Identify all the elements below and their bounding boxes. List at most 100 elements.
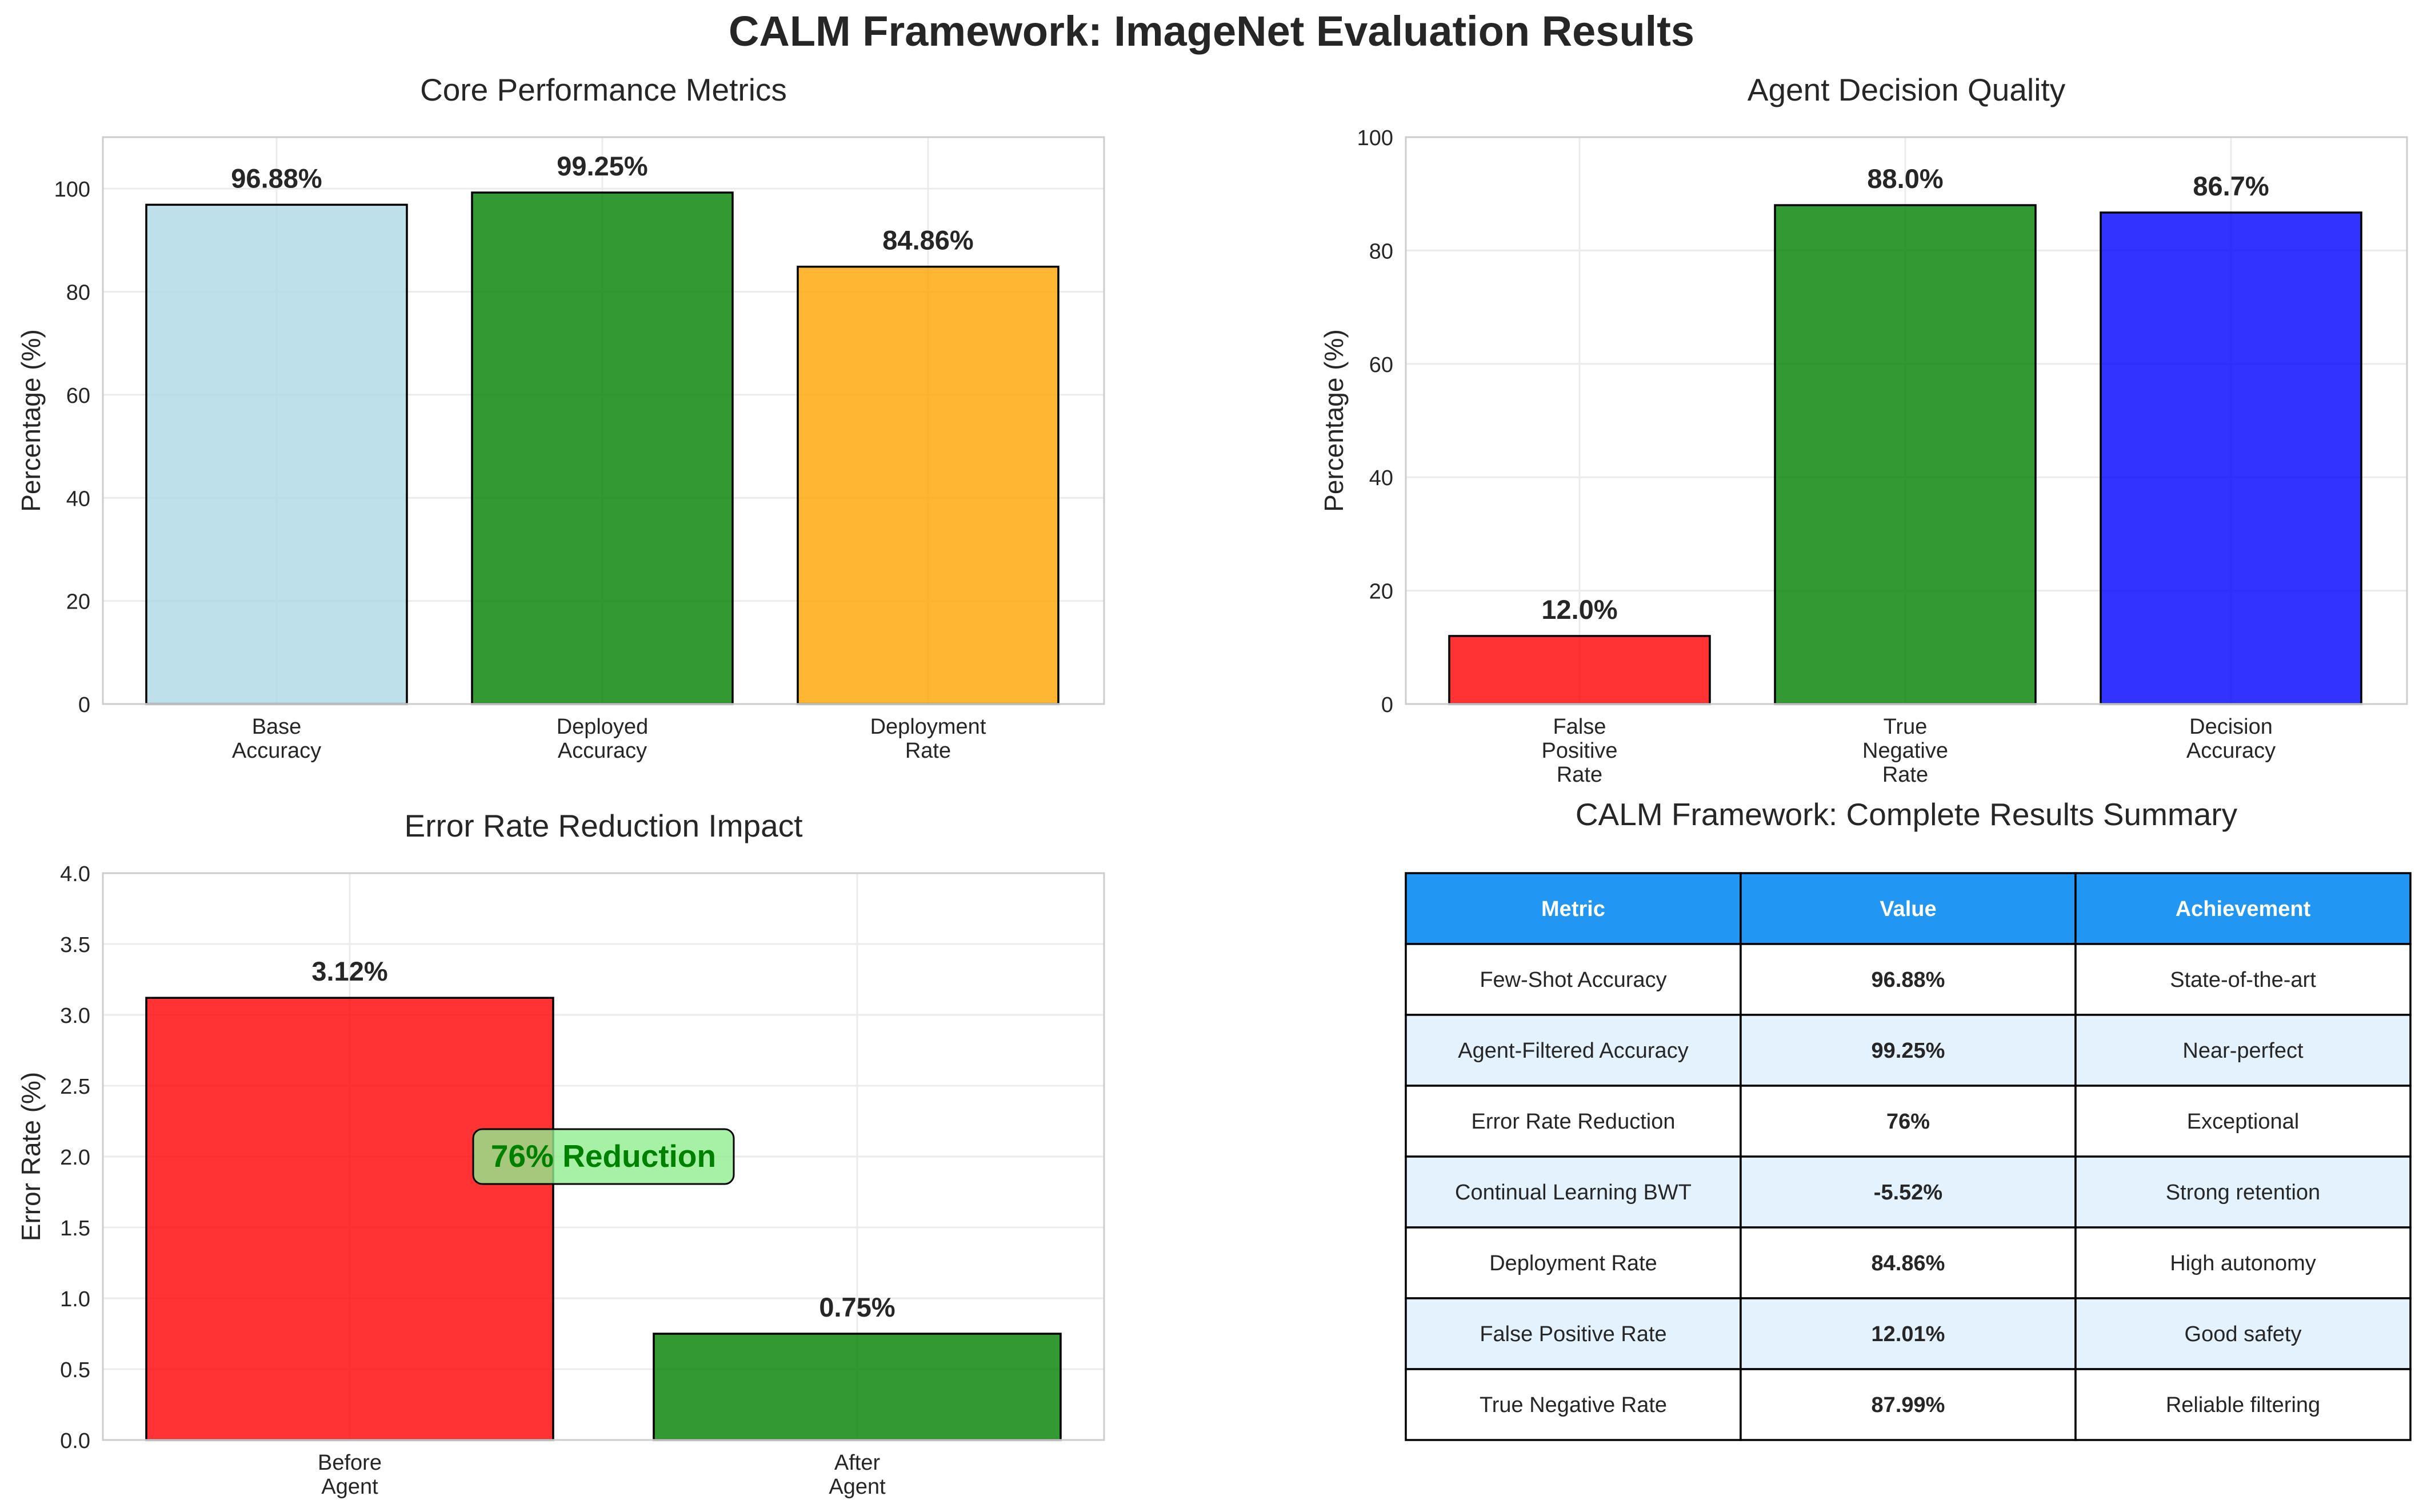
y-tick-label: 0 — [1381, 693, 1393, 717]
x-tick-label-line: Decision — [2189, 715, 2273, 739]
x-tick-label: Decision Accuracy — [2186, 715, 2276, 763]
x-tick-label-line: Accuracy — [232, 739, 321, 763]
x-tick-label-line: True — [1884, 715, 1928, 739]
table-cell — [2074, 1085, 2412, 1158]
table-header-cell — [1740, 872, 2077, 945]
y-tick-label: 20 — [1369, 580, 1393, 604]
y-tick-label: 1.0 — [60, 1287, 90, 1311]
table-cell — [2074, 1014, 2412, 1087]
chart-title: Core Performance Metrics — [420, 72, 787, 107]
bar — [653, 1333, 1062, 1441]
bar — [2100, 211, 2362, 705]
y-tick-label: 4.0 — [60, 862, 90, 886]
bar — [1774, 204, 2037, 705]
table-cell-text: 96.88% — [1872, 968, 1945, 992]
bar — [471, 191, 734, 705]
x-tick-label-line: Agent — [829, 1475, 886, 1499]
y-tick-label: 40 — [66, 487, 90, 511]
x-tick-label: Base Accuracy — [232, 715, 321, 763]
chart-title: Agent Decision Quality — [1748, 72, 2066, 107]
chart-error-rate-reduction: 3.12% 0.75% 0.0 0.5 1.0 1.5 2.0 2.5 3.0 3.5 4.0 Bef… — [16, 808, 1105, 1499]
table-cell — [1405, 1014, 1742, 1087]
x-tick-label-line: False — [1553, 715, 1606, 739]
x-tick-label: False Positive Rate — [1541, 715, 1617, 787]
table-cell-text: 12.01% — [1872, 1322, 1945, 1346]
y-tick-label: 0 — [78, 693, 90, 717]
x-tick-label-line: Rate — [905, 739, 951, 763]
table-header-cell — [1405, 872, 1742, 945]
y-axis-label: Percentage (%) — [16, 329, 46, 512]
chart-agent-decision-quality: 12.0% 88.0% 86.7% 0 20 40 60 80 100 False Positive… — [1319, 72, 2408, 787]
y-axis-label: Error Rate (%) — [16, 1072, 46, 1241]
x-tick-label-line: Rate — [1557, 763, 1602, 787]
x-tick-label-line: Negative — [1862, 739, 1948, 763]
table-cell-text: Continual Learning BWT — [1455, 1181, 1692, 1205]
table-cell-text: Strong retention — [2166, 1181, 2320, 1205]
x-tick-label-line: Before — [318, 1451, 382, 1475]
x-tick-label-line: Accuracy — [558, 739, 647, 763]
annotation-text: 76% Reduction — [491, 1138, 716, 1174]
y-tick-label: 40 — [1369, 466, 1393, 490]
data-label: 96.88% — [231, 163, 322, 193]
bar — [797, 265, 1059, 705]
x-tick-label: True Negative Rate — [1862, 715, 1948, 787]
table-header-text: Value — [1880, 897, 1936, 921]
data-label: 99.25% — [557, 151, 647, 181]
data-label: 12.0% — [1541, 594, 1617, 625]
table-cell-text: Reliable filtering — [2166, 1393, 2320, 1417]
table-cell — [1405, 1085, 1742, 1158]
x-tick-label-line: Accuracy — [2186, 739, 2276, 763]
data-label: 3.12% — [311, 956, 387, 986]
table-cell — [1405, 943, 1742, 1016]
table-cell-text: 87.99% — [1872, 1393, 1945, 1417]
data-label: 88.0% — [1867, 163, 1943, 194]
table-cell-text: False Positive Rate — [1480, 1322, 1666, 1346]
table-cell — [2074, 943, 2412, 1016]
table-cell — [2074, 1155, 2412, 1229]
y-axis-label: Percentage (%) — [1319, 329, 1349, 512]
y-tick-label: 80 — [1369, 239, 1393, 263]
table-cell-text: Good safety — [2185, 1322, 2302, 1346]
bar — [145, 203, 408, 705]
table-cell-text: Exceptional — [2187, 1110, 2299, 1134]
table-cell — [2074, 1226, 2412, 1299]
table-cell — [1740, 1368, 2077, 1441]
table-cell-text: Error Rate Reduction — [1472, 1110, 1676, 1134]
y-tick-label: 3.0 — [60, 1004, 90, 1028]
chart-title: Error Rate Reduction Impact — [405, 808, 803, 843]
y-tick-label: 0.0 — [60, 1429, 90, 1453]
y-tick-label: 20 — [66, 590, 90, 614]
results-summary-table: CALM Framework: Complete Results Summary… — [1405, 797, 2412, 1441]
y-tick-label: 60 — [66, 384, 90, 408]
table-cell-text: 99.25% — [1872, 1039, 1945, 1063]
table-header-text: Achievement — [2176, 897, 2311, 921]
x-tick-label-line: Deployed — [557, 715, 649, 739]
table-cell-text: Deployment Rate — [1489, 1251, 1657, 1275]
x-tick-label-line: Base — [252, 715, 302, 739]
x-tick-label-line: Agent — [321, 1475, 378, 1499]
y-tick-label: 2.5 — [60, 1075, 90, 1099]
x-tick-label: Before Agent — [318, 1451, 382, 1499]
y-tick-label: 3.5 — [60, 933, 90, 957]
table-cell — [2074, 1297, 2412, 1370]
table-cell — [1405, 1155, 1742, 1229]
x-tick-label-line: After — [834, 1451, 881, 1475]
table-cell — [1740, 1014, 2077, 1087]
table-cell — [1740, 1155, 2077, 1229]
data-label: 86.7% — [2193, 171, 2269, 201]
table-cell-text: 76% — [1886, 1110, 1930, 1134]
table-cell — [1405, 1368, 1742, 1441]
table-header-text: Metric — [1541, 897, 1605, 921]
bar — [145, 997, 554, 1441]
x-tick-label: Deployment Rate — [870, 715, 986, 763]
x-tick-label-line: Positive — [1541, 739, 1617, 763]
table-cell-text: Few-Shot Accuracy — [1480, 968, 1666, 992]
y-tick-label: 80 — [66, 281, 90, 305]
x-tick-label-line: Rate — [1882, 763, 1928, 787]
table-header-cell — [2074, 872, 2412, 945]
table-cell — [1405, 1297, 1742, 1370]
axes-frame — [1405, 136, 2408, 705]
table-cell-text: State-of-the-art — [2170, 968, 2316, 992]
table-cell-text: High autonomy — [2170, 1251, 2316, 1275]
